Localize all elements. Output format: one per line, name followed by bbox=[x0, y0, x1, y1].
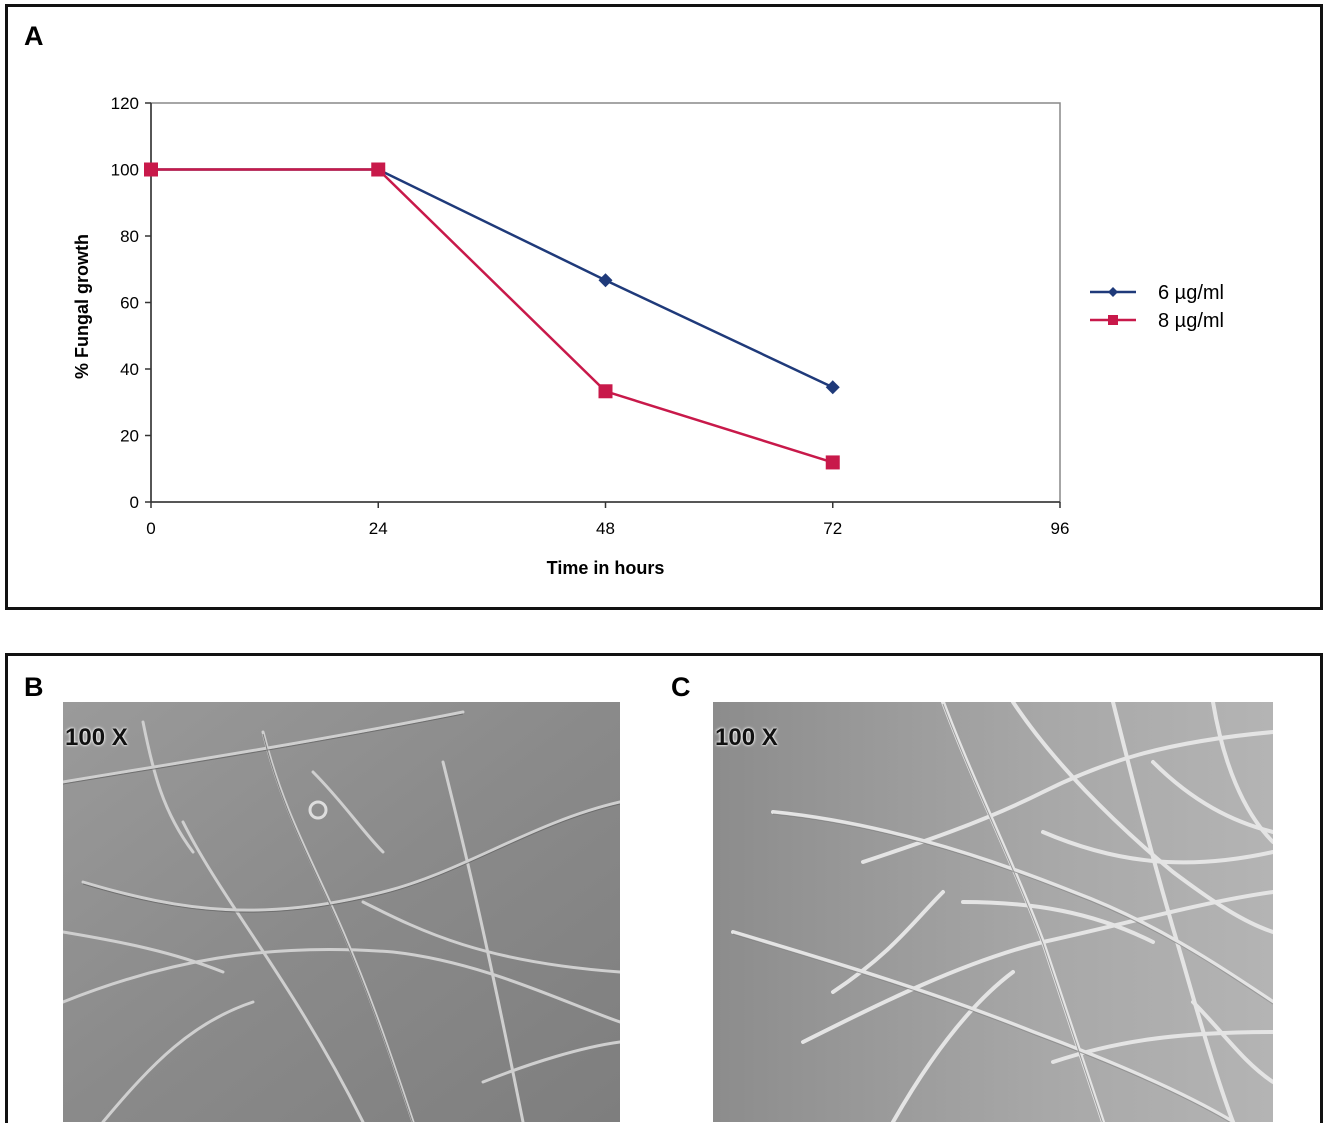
panel-b-letter: B bbox=[24, 672, 44, 702]
data-point-6 bbox=[825, 380, 840, 395]
x-tick-label: 96 bbox=[1051, 519, 1070, 538]
y-tick-label: 100 bbox=[111, 161, 139, 180]
x-tick-label: 72 bbox=[823, 519, 842, 538]
legend-marker-6 bbox=[1108, 287, 1118, 297]
panel-a-letter: A bbox=[24, 21, 44, 51]
micrograph-c-image bbox=[713, 702, 1273, 1122]
data-point-8 bbox=[825, 455, 840, 470]
micrograph-b: 100 X bbox=[63, 702, 620, 1122]
y-tick-label: 80 bbox=[120, 227, 139, 246]
micrograph-b-image bbox=[63, 702, 620, 1122]
data-point-8 bbox=[598, 384, 613, 399]
x-axis-title: Time in hours bbox=[547, 558, 665, 578]
micrograph-c-magnification: 100 X bbox=[715, 724, 778, 751]
y-tick-label: 60 bbox=[120, 294, 139, 313]
plot-area-border bbox=[150, 102, 1061, 503]
series-line-6 bbox=[151, 168, 834, 389]
legend-label: 8 µg/ml bbox=[1158, 310, 1224, 332]
growth-line-chart: 0 20 40 60 80 100 120 0 24 48 72 96 Time in hours % F… bbox=[72, 94, 1224, 578]
y-axis-title: % Fungal growth bbox=[72, 234, 92, 379]
panel-a: A 0 20 40 60 80 100 120 0 24 48 72 96 Time in hours%… bbox=[5, 4, 1323, 610]
micrograph-b-magnification: 100 X bbox=[65, 724, 128, 751]
x-tick-label: 0 bbox=[146, 519, 155, 538]
data-point-8 bbox=[371, 162, 386, 177]
y-tick-label: 40 bbox=[120, 360, 139, 379]
data-point-6 bbox=[598, 273, 613, 288]
panel-bc: B C bbox=[5, 653, 1323, 1123]
series-line-8 bbox=[151, 168, 834, 464]
panel-c-letter: C bbox=[671, 672, 691, 702]
legend-label: 6 µg/ml bbox=[1158, 282, 1224, 304]
micrograph-c: 100 X bbox=[713, 702, 1273, 1122]
x-tick-label: 48 bbox=[596, 519, 615, 538]
data-point-8 bbox=[144, 162, 158, 177]
y-tick-label: 120 bbox=[111, 94, 139, 113]
x-tick-label: 24 bbox=[369, 519, 388, 538]
y-tick-label: 20 bbox=[120, 427, 139, 446]
y-tick-label: 0 bbox=[130, 493, 139, 512]
legend-marker-8 bbox=[1108, 315, 1118, 325]
